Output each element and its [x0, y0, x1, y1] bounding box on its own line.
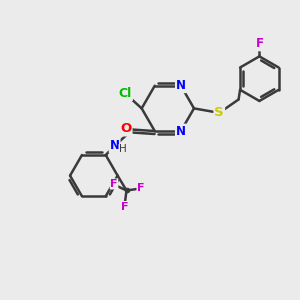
Text: F: F [255, 38, 263, 50]
Text: N: N [176, 124, 186, 137]
Text: S: S [214, 106, 224, 119]
Text: F: F [110, 179, 118, 189]
Text: F: F [137, 183, 145, 194]
Text: N: N [176, 79, 186, 92]
Text: F: F [121, 202, 129, 212]
Text: Cl: Cl [119, 87, 132, 100]
Text: N: N [110, 140, 120, 152]
Text: H: H [119, 145, 127, 154]
Text: O: O [120, 122, 132, 136]
